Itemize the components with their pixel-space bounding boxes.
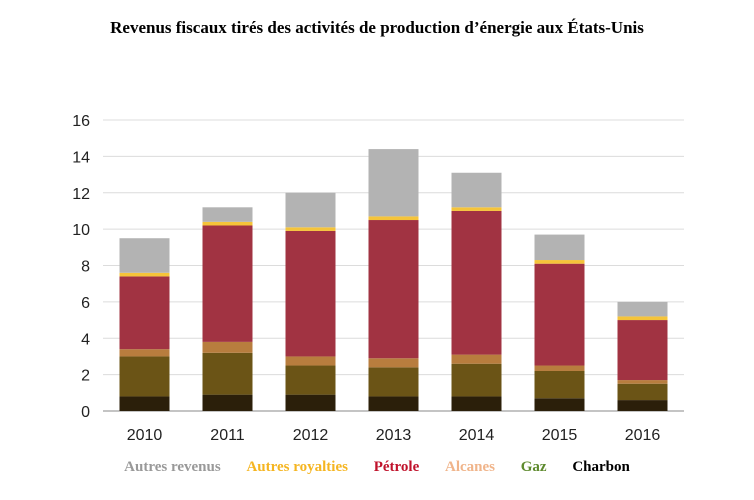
- bar-segment: [202, 341, 253, 353]
- bar-segment: [202, 225, 253, 342]
- x-axis-ticks: 2010 2011 2012 2013 2014 2015 2016: [127, 427, 661, 444]
- legend-item: Pétrole: [373, 459, 420, 475]
- bar-segment: [617, 320, 668, 381]
- bar-segment: [202, 207, 253, 222]
- bar-segment: [119, 356, 170, 397]
- bar-segment: [451, 172, 502, 208]
- bar-segment: [617, 383, 668, 401]
- bar-segment: [617, 380, 668, 384]
- bar-segment: [119, 276, 170, 350]
- bar-segment: [285, 227, 336, 231]
- bar-segment: [534, 263, 585, 366]
- bar-segment: [617, 316, 668, 321]
- chart-title: Revenus fiscaux tirés des activités de p…: [110, 18, 644, 37]
- bar-segment: [451, 207, 502, 211]
- bar-segment: [119, 349, 170, 357]
- legend-item: Autres royalties: [246, 459, 348, 475]
- x-tick-label: 2013: [376, 427, 412, 444]
- bar-segment: [451, 354, 502, 364]
- y-tick-label: 14: [72, 149, 90, 166]
- x-tick-label: 2014: [459, 427, 495, 444]
- legend-item: Autres revenus: [124, 459, 221, 475]
- bar-segment: [368, 216, 419, 221]
- bar-segment: [534, 365, 585, 371]
- bar-segment: [368, 358, 419, 368]
- y-tick-label: 4: [81, 331, 90, 348]
- bar-segment: [451, 363, 502, 397]
- x-tick-label: 2012: [293, 427, 329, 444]
- bar-segment: [285, 365, 336, 395]
- bar-segment: [451, 210, 502, 355]
- x-tick-label: 2011: [210, 427, 245, 444]
- bar-segment: [534, 234, 585, 261]
- bar-segment: [119, 238, 170, 273]
- bar-segment: [285, 394, 336, 411]
- y-tick-label: 12: [72, 186, 90, 203]
- bar-segment: [119, 396, 170, 411]
- y-tick-label: 16: [72, 113, 90, 130]
- y-tick-label: 8: [81, 259, 90, 276]
- bar-segment: [534, 260, 585, 264]
- bar-segment: [451, 396, 502, 411]
- bar-segment: [285, 230, 336, 357]
- bar-segment: [617, 301, 668, 317]
- x-tick-label: 2016: [625, 427, 661, 444]
- y-axis-ticks: 0 2 4 6 8 10 12 14 16: [72, 113, 90, 421]
- bar-segment: [285, 192, 336, 228]
- y-tick-label: 6: [81, 295, 90, 312]
- bar-segment: [368, 396, 419, 411]
- bar-segment: [285, 356, 336, 366]
- legend-item: Charbon: [572, 459, 630, 475]
- bar-segment: [617, 400, 668, 411]
- bar-segment: [119, 272, 170, 277]
- legend: Autres revenus Autres royalties Pétrole …: [0, 459, 754, 476]
- y-tick-label: 10: [72, 222, 90, 239]
- legend-item: Gaz: [520, 459, 547, 475]
- bar-segment: [534, 370, 585, 399]
- bars: [119, 149, 668, 411]
- bar-segment: [368, 220, 419, 359]
- y-tick-label: 0: [81, 404, 90, 421]
- bar-segment: [368, 149, 419, 217]
- y-tick-label: 2: [81, 368, 90, 385]
- bar-segment: [202, 221, 253, 226]
- x-tick-label: 2015: [542, 427, 578, 444]
- x-tick-label: 2010: [127, 427, 163, 444]
- bar-segment: [368, 367, 419, 397]
- bar-segment: [534, 398, 585, 411]
- legend-item: Alcanes: [444, 459, 495, 475]
- bar-segment: [202, 394, 253, 411]
- bar-segment: [202, 352, 253, 395]
